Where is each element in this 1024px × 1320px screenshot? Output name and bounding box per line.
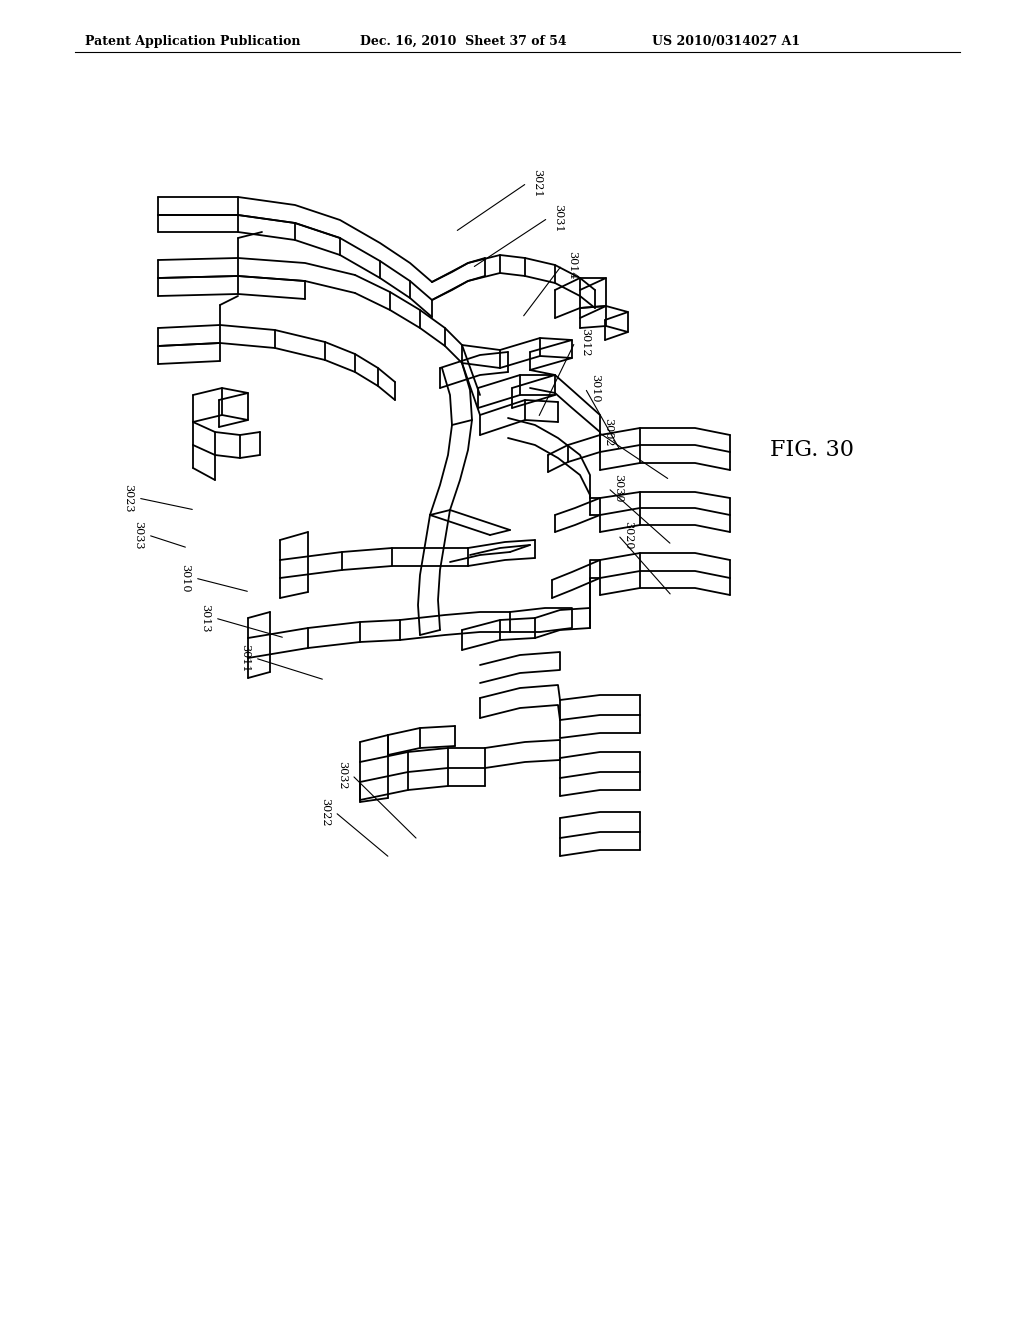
Text: 3020: 3020 [623, 521, 633, 549]
Text: Dec. 16, 2010  Sheet 37 of 54: Dec. 16, 2010 Sheet 37 of 54 [360, 36, 566, 48]
Text: 3012: 3012 [580, 327, 590, 356]
Text: 3022: 3022 [319, 797, 330, 826]
Text: 3030: 3030 [613, 474, 623, 502]
Text: 3033: 3033 [133, 521, 143, 549]
Text: FIG. 30: FIG. 30 [770, 440, 854, 461]
Text: 3014: 3014 [567, 251, 577, 280]
Text: 3032: 3032 [337, 760, 347, 789]
Text: 3010: 3010 [590, 374, 600, 403]
Text: Patent Application Publication: Patent Application Publication [85, 36, 300, 48]
Text: 3021: 3021 [532, 169, 542, 197]
Text: 3010: 3010 [180, 564, 190, 593]
Text: 3023: 3023 [123, 483, 133, 512]
Text: US 2010/0314027 A1: US 2010/0314027 A1 [652, 36, 800, 48]
Text: 3011: 3011 [240, 644, 250, 672]
Text: 3002: 3002 [603, 417, 613, 446]
Text: 3031: 3031 [553, 203, 563, 232]
Text: 3013: 3013 [200, 603, 210, 632]
